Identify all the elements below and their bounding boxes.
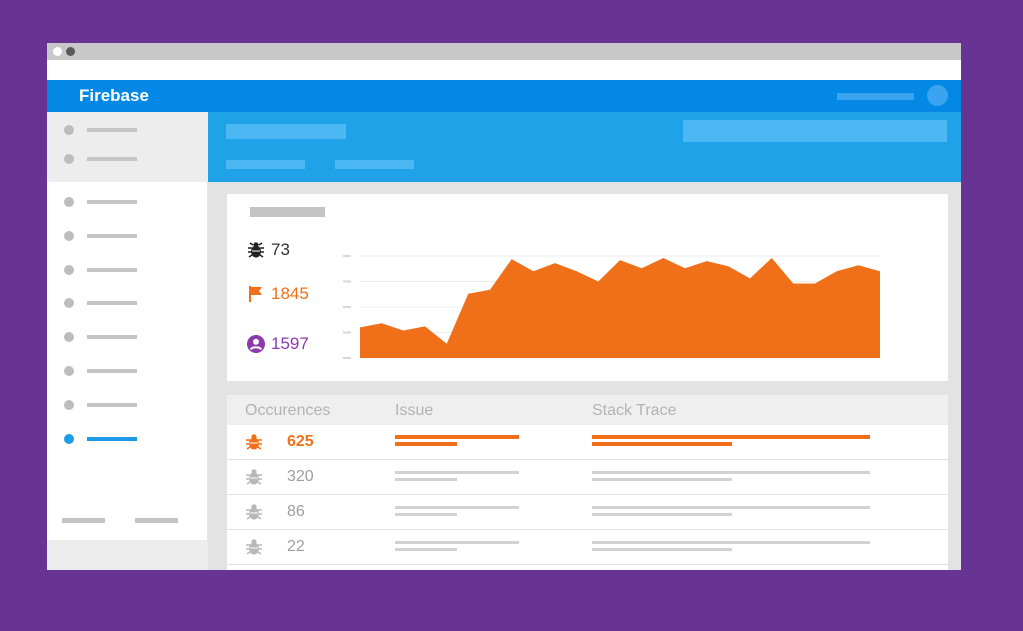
address-bar-area bbox=[47, 60, 961, 80]
crash-count: 73 bbox=[271, 240, 290, 259]
sidebar-item[interactable] bbox=[64, 400, 184, 410]
issue-text-placeholder bbox=[395, 471, 519, 474]
stack-trace-placeholder bbox=[592, 471, 870, 474]
table-row[interactable]: 22 bbox=[227, 530, 948, 565]
crash-area-series bbox=[360, 258, 880, 358]
issue-text-placeholder bbox=[395, 442, 457, 446]
occurrence-count: 86 bbox=[287, 503, 305, 520]
table-row[interactable]: 625 bbox=[227, 425, 948, 460]
bug-icon bbox=[246, 434, 262, 450]
issue-text-placeholder bbox=[395, 478, 457, 481]
stack-trace-placeholder bbox=[592, 506, 870, 509]
sidebar-footer-link[interactable] bbox=[62, 518, 105, 523]
sidebar-dot-icon bbox=[64, 298, 74, 308]
card-title-placeholder bbox=[250, 207, 325, 217]
sidebar-footer bbox=[47, 540, 208, 570]
occurrence-count: 320 bbox=[287, 468, 314, 485]
user-count: 1597 bbox=[271, 334, 309, 353]
sidebar-item-label bbox=[87, 335, 137, 339]
bug-icon bbox=[246, 504, 262, 520]
sidebar-header-item[interactable] bbox=[64, 154, 184, 164]
sidebar-item-label bbox=[87, 437, 137, 441]
sidebar-item[interactable] bbox=[64, 366, 184, 376]
sidebar-dot-icon bbox=[64, 400, 74, 410]
sidebar-item-label bbox=[87, 157, 137, 161]
stack-trace-placeholder bbox=[592, 478, 732, 481]
occurrence-count: 22 bbox=[287, 538, 305, 555]
sidebar-item-label bbox=[87, 200, 137, 204]
stat-users: 1597 bbox=[246, 332, 309, 356]
issue-text-placeholder bbox=[395, 506, 519, 509]
issue-text-placeholder bbox=[395, 435, 519, 439]
app-bar: Firebase bbox=[47, 80, 961, 112]
sidebar-dot-icon bbox=[64, 366, 74, 376]
account-name-placeholder bbox=[837, 93, 914, 100]
sidebar-item[interactable] bbox=[64, 298, 184, 308]
sidebar-dot-icon bbox=[64, 265, 74, 275]
table-header: Occurences Issue Stack Trace bbox=[227, 395, 948, 425]
column-header-occurrences[interactable]: Occurences bbox=[245, 402, 331, 419]
sidebar-dot-icon bbox=[64, 154, 74, 164]
brand-logo-text[interactable]: Firebase bbox=[79, 86, 149, 105]
sidebar-item[interactable] bbox=[64, 265, 184, 275]
avatar[interactable] bbox=[927, 85, 948, 106]
window-titlebar bbox=[47, 43, 961, 60]
browser-window: Firebase bbox=[47, 43, 961, 570]
sidebar-header-item[interactable] bbox=[64, 125, 184, 135]
sidebar-item-label bbox=[87, 369, 137, 373]
bug-icon bbox=[246, 539, 262, 555]
issues-table: Occurences Issue Stack Trace 625 bbox=[227, 395, 948, 570]
stat-crashes: 73 bbox=[246, 238, 290, 262]
stack-trace-placeholder bbox=[592, 548, 732, 551]
window-minimize-dot[interactable] bbox=[66, 47, 75, 56]
issue-text-placeholder bbox=[395, 513, 457, 516]
flag-icon bbox=[249, 286, 262, 302]
sidebar-item-label bbox=[87, 268, 137, 272]
sidebar-dot-icon bbox=[64, 434, 74, 444]
tab-placeholder[interactable] bbox=[226, 160, 305, 169]
stat-issues: 1845 bbox=[246, 282, 309, 306]
stack-trace-placeholder bbox=[592, 513, 732, 516]
sidebar-header bbox=[47, 112, 208, 182]
column-header-stack-trace[interactable]: Stack Trace bbox=[592, 402, 677, 419]
bug-icon bbox=[248, 242, 264, 258]
page-header bbox=[208, 112, 961, 182]
page-title-placeholder bbox=[226, 124, 346, 139]
sidebar-item-active[interactable] bbox=[64, 434, 184, 444]
crash-chart-card: 73 1845 1597 bbox=[227, 194, 948, 381]
sidebar-dot-icon bbox=[64, 125, 74, 135]
issue-count: 1845 bbox=[271, 284, 309, 303]
crash-area-chart bbox=[343, 255, 881, 359]
sidebar-dot-icon bbox=[64, 231, 74, 241]
sidebar-item-label bbox=[87, 234, 137, 238]
table-row[interactable]: 320 bbox=[227, 460, 948, 495]
stack-trace-placeholder bbox=[592, 435, 870, 439]
sidebar-item[interactable] bbox=[64, 197, 184, 207]
sidebar-dot-icon bbox=[64, 332, 74, 342]
window-close-dot[interactable] bbox=[53, 47, 62, 56]
stack-trace-placeholder bbox=[592, 442, 732, 446]
occurrence-count: 625 bbox=[287, 433, 314, 450]
sidebar-dot-icon bbox=[64, 197, 74, 207]
sidebar-item-label bbox=[87, 301, 137, 305]
sidebar-item-label bbox=[87, 128, 137, 132]
sidebar-footer-link[interactable] bbox=[135, 518, 178, 523]
sidebar bbox=[47, 112, 208, 570]
header-action-placeholder[interactable] bbox=[683, 120, 947, 142]
sidebar-item[interactable] bbox=[64, 231, 184, 241]
issue-text-placeholder bbox=[395, 548, 457, 551]
sidebar-item-label bbox=[87, 403, 137, 407]
bug-icon bbox=[246, 469, 262, 485]
user-icon bbox=[247, 335, 265, 353]
column-header-issue[interactable]: Issue bbox=[395, 402, 434, 419]
stack-trace-placeholder bbox=[592, 541, 870, 544]
tab-placeholder[interactable] bbox=[335, 160, 414, 169]
issue-text-placeholder bbox=[395, 541, 519, 544]
sidebar-item[interactable] bbox=[64, 332, 184, 342]
table-row[interactable]: 86 bbox=[227, 495, 948, 530]
main-content: 73 1845 1597 bbox=[208, 112, 961, 570]
